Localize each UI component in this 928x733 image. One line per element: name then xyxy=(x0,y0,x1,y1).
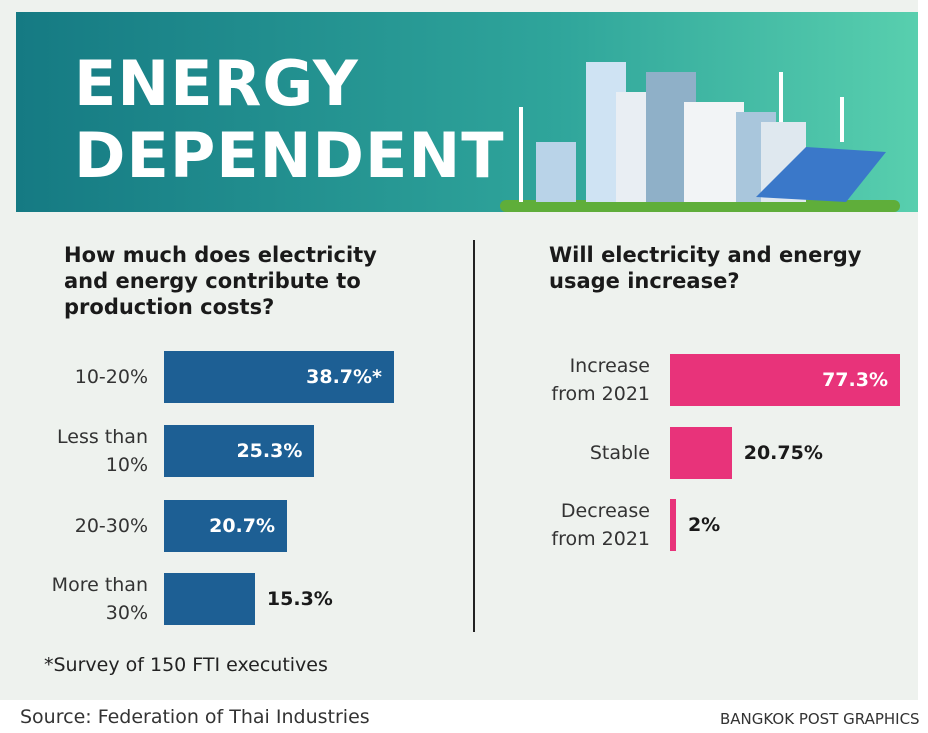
chart-title: Will electricity and energy usage increa… xyxy=(549,243,862,293)
bar xyxy=(164,425,315,477)
divider xyxy=(473,240,475,632)
value-label: 15.3% xyxy=(266,588,333,610)
category-label: More than 30% xyxy=(51,574,148,624)
bar xyxy=(164,500,288,552)
value-label: 20.75% xyxy=(743,442,823,464)
footnote: *Survey of 150 FTI executives xyxy=(44,654,328,676)
credit: BANGKOK POST GRAPHICS xyxy=(720,710,920,728)
title: ENERGY DEPENDENT xyxy=(74,47,505,192)
value-label: 25.3% xyxy=(236,440,303,462)
category-label: 20-30% xyxy=(74,515,148,537)
category-label: Less than 10% xyxy=(57,426,148,476)
value-label: 38.7%* xyxy=(306,366,382,388)
category-label: Decrease from 2021 xyxy=(551,500,650,550)
city-illustration xyxy=(500,62,900,212)
chart-title: How much does electricity and energy con… xyxy=(64,243,377,319)
category-label: Stable xyxy=(589,442,650,464)
header: ENERGY DEPENDENT xyxy=(16,12,918,212)
bar xyxy=(670,427,732,479)
bar xyxy=(164,573,255,625)
bar xyxy=(164,351,394,403)
value-label: 2% xyxy=(687,514,721,536)
value-label: 77.3% xyxy=(822,369,888,391)
source: Source: Federation of Thai Industries xyxy=(20,706,370,728)
bar xyxy=(670,354,900,406)
value-label: 20.7% xyxy=(209,515,276,537)
category-label: Increase from 2021 xyxy=(551,355,650,405)
category-label: 10-20% xyxy=(74,366,148,388)
bar xyxy=(670,499,676,551)
